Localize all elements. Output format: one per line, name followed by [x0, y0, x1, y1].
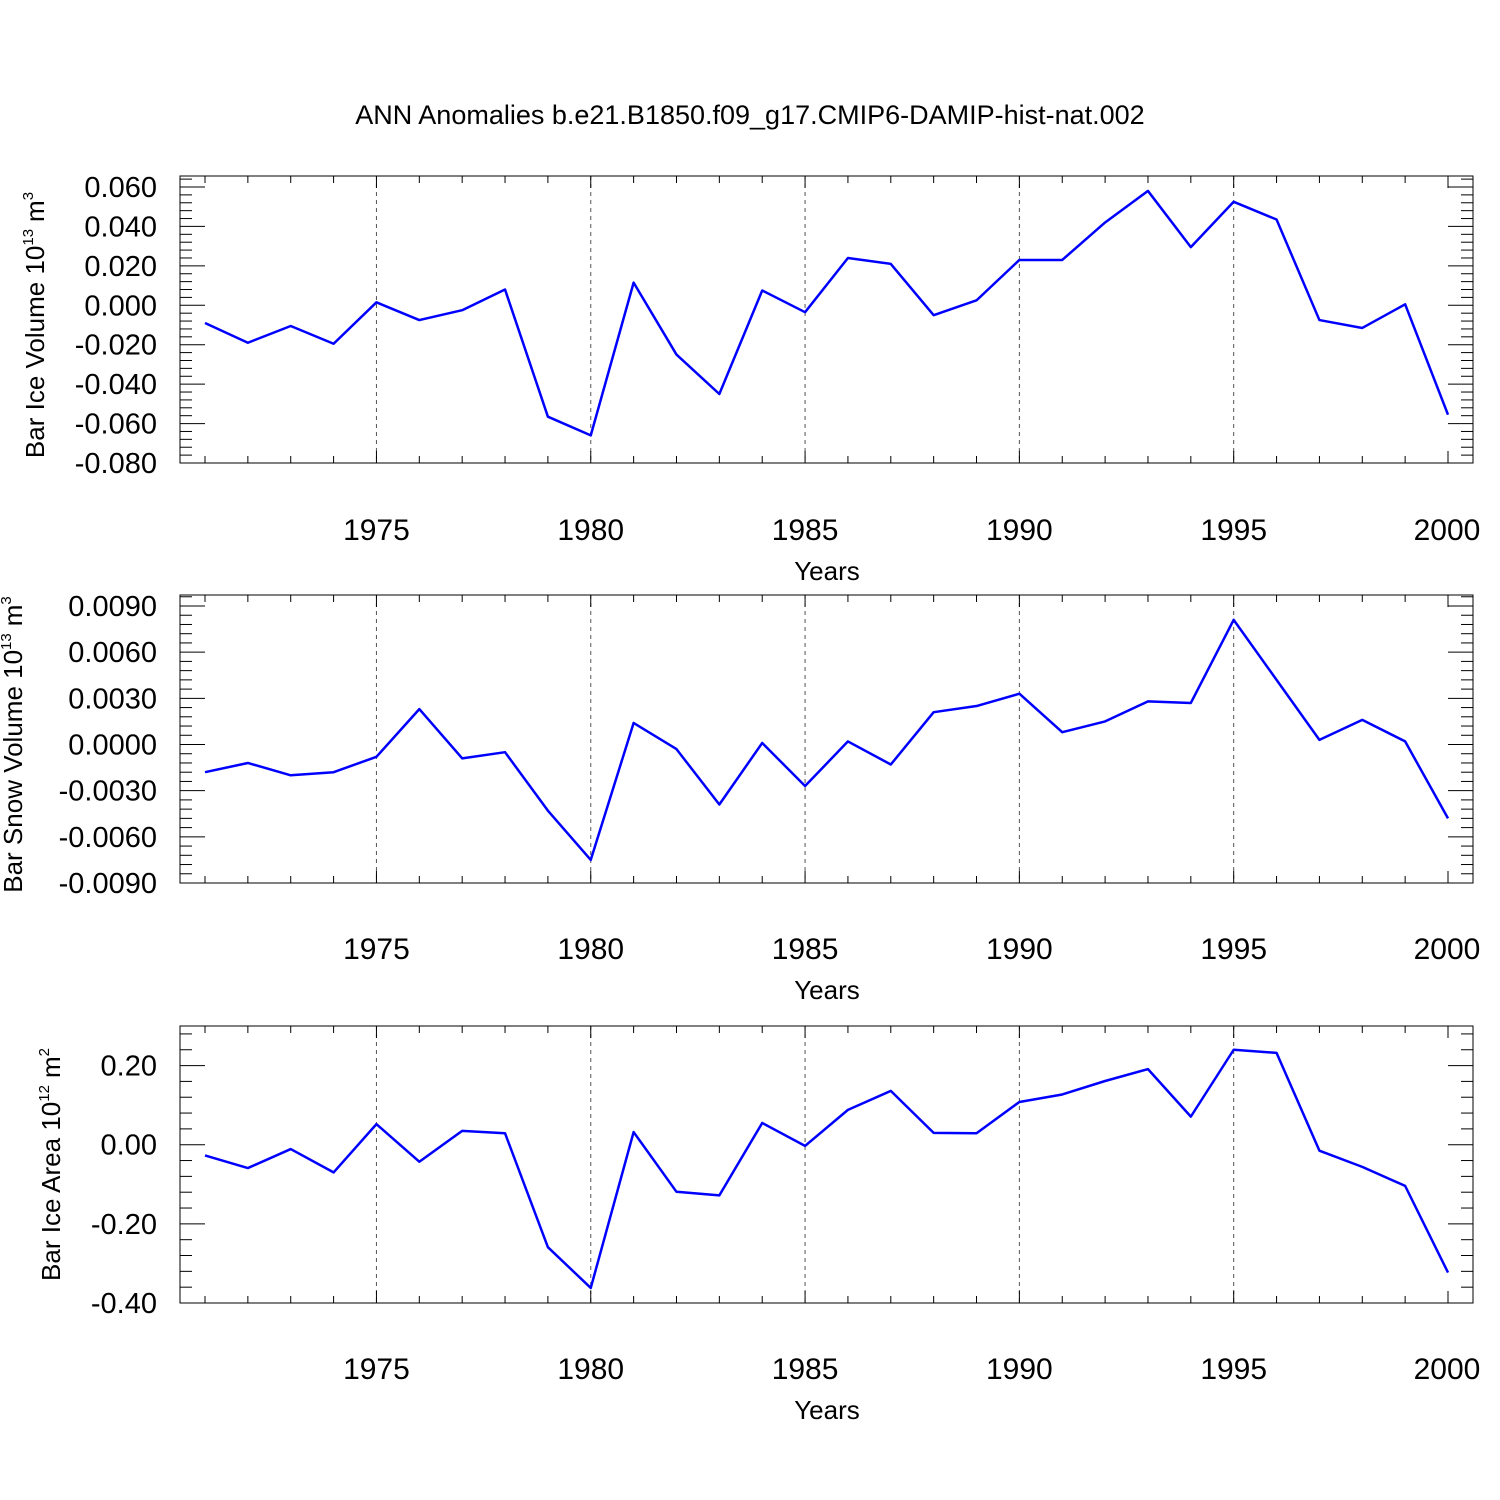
x-tick-label: 1995 — [1200, 1353, 1267, 1386]
series-line — [204, 1048, 1450, 1290]
y-axis-label-unit: m — [36, 1056, 66, 1078]
x-tick-label: 1990 — [986, 514, 1053, 547]
y-axis-label-unit: m — [0, 605, 28, 627]
x-axis-label: Years — [794, 1395, 860, 1425]
y-tick-label: 0.060 — [84, 172, 157, 204]
x-axis-label: Years — [794, 556, 860, 586]
series-line — [204, 618, 1450, 862]
x-tick-label: 1985 — [772, 1353, 839, 1386]
y-tick-label: -0.080 — [75, 448, 157, 480]
y-tick-label: -0.0030 — [59, 776, 157, 808]
plot-frame — [179, 175, 1474, 464]
x-tick-label: 1975 — [343, 933, 410, 966]
plot-frame — [179, 1025, 1474, 1304]
y-axis-label-unit-exponent: 3 — [20, 192, 37, 200]
y-tick-label: 0.040 — [84, 211, 157, 243]
panel-2: 0.0090 0.0060 0.0030 0.0000 -0.0030 -0.0060 -0… — [0, 591, 1480, 1005]
y-axis-label-exponent: 13 — [20, 229, 37, 246]
y-tick-label: -0.20 — [91, 1209, 157, 1241]
y-axis-label: Bar Snow Volume 1013 m3 — [0, 596, 28, 893]
y-tick-label: 0.0090 — [68, 591, 157, 623]
y-tick-label: 0.000 — [84, 290, 157, 322]
plot-frame — [179, 594, 1474, 884]
y-axis-label: Bar Ice Area 1012 m2 — [36, 1048, 66, 1281]
x-tick-label: 1995 — [1200, 514, 1267, 547]
y-tick-label: 0.0060 — [68, 637, 157, 669]
y-axis-label-main: Bar Ice Area 10 — [36, 1102, 66, 1281]
x-tick-label: 1980 — [557, 933, 624, 966]
y-tick-label: 0.20 — [101, 1051, 157, 1083]
y-tick-label: 0.0030 — [68, 683, 157, 715]
panel-3: 0.20 0.00 -0.20 -0.40 1975 1980 1985 1990 1995 20… — [36, 1025, 1481, 1425]
x-tick-label: 2000 — [1414, 1353, 1481, 1386]
x-tick-label: 2000 — [1414, 514, 1481, 547]
x-tick-label: 1975 — [343, 514, 410, 547]
x-tick-label: 1990 — [986, 1353, 1053, 1386]
y-axis-label-main: Bar Snow Volume 10 — [0, 650, 28, 893]
y-tick-label: -0.040 — [75, 369, 157, 401]
y-tick-label: -0.060 — [75, 409, 157, 441]
y-tick-label: 0.00 — [101, 1130, 157, 1162]
panels: 0.060 0.040 0.020 0.000 -0.020 -0.040 -0.060 -0… — [0, 172, 1480, 1425]
y-tick-label: 0.0000 — [68, 730, 157, 762]
y-axis-label: Bar Ice Volume 1013 m3 — [20, 192, 50, 458]
panel-1: 0.060 0.040 0.020 0.000 -0.020 -0.040 -0.060 -0… — [20, 172, 1480, 586]
y-axis-label-unit-exponent: 2 — [36, 1048, 53, 1056]
y-axis-label-unit: m — [20, 200, 50, 222]
y-axis-label-exponent: 12 — [36, 1085, 53, 1102]
y-tick-label: -0.0060 — [59, 822, 157, 854]
x-tick-label: 1980 — [557, 1353, 624, 1386]
y-axis-label-exponent: 13 — [0, 633, 15, 650]
x-tick-label: 1995 — [1200, 933, 1267, 966]
x-tick-label: 1980 — [557, 514, 624, 547]
x-tick-label: 1975 — [343, 1353, 410, 1386]
figure-title: ANN Anomalies b.e21.B1850.f09_g17.CMIP6-… — [355, 100, 1144, 130]
y-tick-label: -0.020 — [75, 330, 157, 362]
y-tick-label: -0.0090 — [59, 868, 157, 900]
y-axis-label-unit-exponent: 3 — [0, 596, 15, 604]
y-tick-label: -0.40 — [91, 1288, 157, 1320]
x-axis-label: Years — [794, 975, 860, 1005]
series-line — [204, 189, 1450, 437]
x-tick-label: 2000 — [1414, 933, 1481, 966]
x-tick-label: 1985 — [772, 933, 839, 966]
y-tick-label: 0.020 — [84, 251, 157, 283]
x-tick-label: 1990 — [986, 933, 1053, 966]
x-tick-label: 1985 — [772, 514, 839, 547]
y-axis-label-main: Bar Ice Volume 10 — [20, 246, 50, 458]
